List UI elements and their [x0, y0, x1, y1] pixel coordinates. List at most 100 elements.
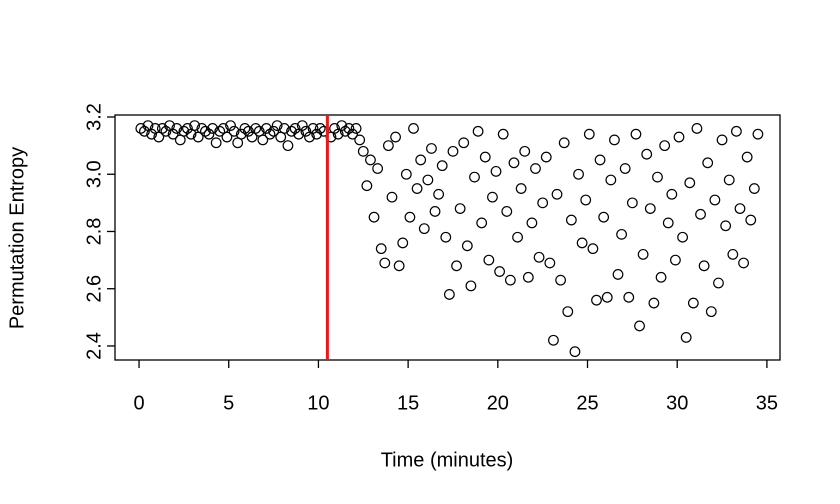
point: [354, 134, 366, 146]
point: [483, 254, 495, 266]
point: [630, 128, 642, 140]
point: [271, 120, 283, 131]
point: [443, 289, 455, 300]
point: [336, 120, 348, 131]
point: [307, 123, 319, 134]
point: [738, 257, 749, 269]
point: [605, 174, 617, 186]
x-tick-label: 10: [307, 392, 329, 414]
point: [720, 220, 732, 232]
point: [167, 128, 179, 140]
point: [562, 306, 574, 318]
point: [433, 188, 445, 200]
point: [454, 203, 466, 214]
point: [555, 274, 567, 286]
point: [662, 217, 674, 229]
point: [479, 151, 491, 163]
point: [178, 125, 190, 137]
y-axis-label: Permutation Entropy: [6, 147, 28, 329]
point: [530, 163, 541, 174]
point: [350, 123, 362, 134]
point: [626, 197, 638, 209]
point: [731, 125, 742, 137]
point: [476, 217, 488, 229]
point: [278, 123, 290, 134]
point: [422, 174, 434, 186]
point: [189, 120, 201, 131]
point: [357, 145, 369, 157]
point: [609, 134, 620, 146]
point: [551, 188, 563, 200]
point: [200, 125, 211, 137]
point: [343, 123, 355, 134]
point: [583, 128, 595, 140]
point: [497, 128, 509, 140]
point: [741, 151, 753, 163]
point: [709, 194, 721, 206]
point: [573, 168, 584, 180]
point: [203, 128, 215, 140]
point: [705, 306, 717, 318]
point: [361, 180, 373, 192]
point: [745, 214, 757, 226]
point: [268, 125, 279, 137]
point: [375, 243, 387, 255]
point: [684, 177, 696, 189]
point: [508, 157, 520, 169]
x-tick-label: 35: [756, 392, 778, 414]
point: [537, 197, 549, 209]
point: [576, 237, 588, 249]
point: [487, 191, 498, 203]
point: [400, 168, 412, 180]
point: [156, 123, 168, 134]
point: [461, 240, 473, 252]
point: [372, 163, 384, 174]
point: [540, 151, 552, 163]
x-tick-label: 15: [397, 392, 419, 414]
point: [641, 148, 653, 160]
point: [544, 257, 556, 269]
point: [504, 274, 516, 286]
point: [415, 154, 427, 166]
point: [648, 297, 660, 309]
point: [365, 154, 376, 166]
point: [723, 174, 735, 186]
point: [221, 131, 233, 143]
point: [490, 165, 502, 177]
point: [565, 214, 577, 226]
point: [296, 120, 308, 131]
point: [569, 346, 581, 358]
point: [469, 171, 480, 183]
point: [666, 188, 678, 200]
point: [382, 140, 394, 152]
point: [580, 194, 592, 206]
point: [623, 291, 635, 303]
point: [368, 211, 380, 223]
point: [687, 297, 699, 309]
point: [670, 254, 681, 266]
point: [465, 280, 477, 292]
point: [713, 277, 724, 289]
point: [243, 125, 254, 137]
point: [339, 125, 351, 137]
point: [494, 266, 506, 277]
point: [587, 243, 599, 255]
point: [404, 211, 416, 223]
point: [515, 183, 527, 194]
point: [677, 231, 688, 243]
point: [286, 125, 297, 137]
point: [160, 125, 172, 137]
point: [673, 131, 685, 143]
point: [235, 128, 247, 140]
point: [228, 125, 240, 137]
point: [408, 123, 419, 134]
point: [512, 231, 523, 243]
x-axis-label: Time (minutes): [381, 449, 514, 471]
point: [748, 183, 760, 194]
point: [601, 291, 613, 303]
point: [182, 123, 193, 134]
point: [239, 123, 251, 134]
point: [634, 320, 645, 332]
point: [379, 257, 391, 269]
